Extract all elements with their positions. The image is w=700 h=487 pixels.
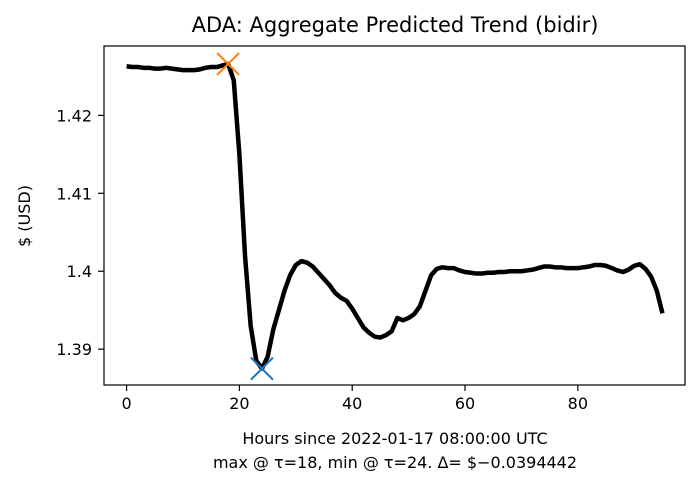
x-tick-label: 80 [568, 394, 588, 413]
x-tick-label: 0 [121, 394, 131, 413]
y-tick-label: 1.4 [67, 262, 92, 281]
chart-title: ADA: Aggregate Predicted Trend (bidir) [192, 13, 599, 37]
x-tick-label: 20 [229, 394, 249, 413]
x-axis: 0 20 40 60 80 [121, 385, 588, 413]
x-axis-label: Hours since 2022-01-17 08:00:00 UTC [242, 429, 547, 448]
min-marker [250, 356, 274, 381]
x-axis-label-summary: max @ τ=18, min @ τ=24. Δ= $−0.0394442 [213, 453, 577, 472]
y-axis: 1.39 1.4 1.41 1.42 [56, 106, 104, 359]
y-tick-label: 1.39 [56, 340, 92, 359]
y-tick-label: 1.41 [56, 184, 92, 203]
y-axis-label: $ (USD) [15, 185, 34, 247]
trend-line [126, 61, 665, 371]
plot-area: 0 20 40 60 80 1.39 1.4 1.41 1.42 [56, 45, 686, 413]
max-marker [216, 52, 240, 76]
marker-layer [216, 52, 274, 381]
x-tick-label: 60 [455, 394, 475, 413]
y-tick-label: 1.42 [56, 106, 92, 125]
axes-frame [103, 45, 686, 386]
x-tick-label: 40 [342, 394, 362, 413]
series-layer [126, 61, 665, 371]
